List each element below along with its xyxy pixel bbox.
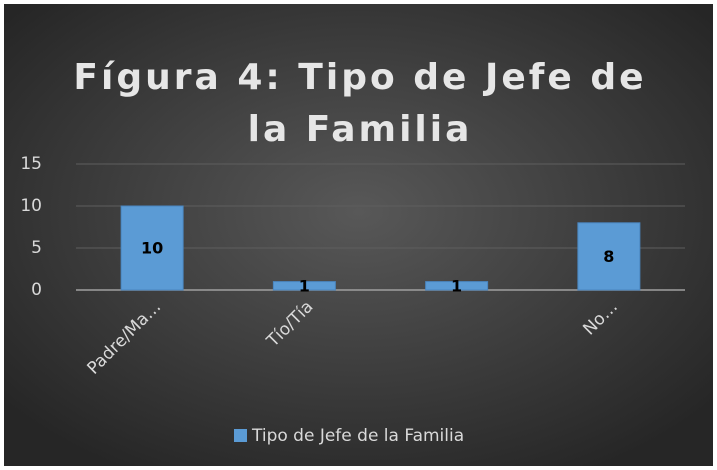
chart-title: Fígura 4: Tipo de Jefe de la Familia xyxy=(73,57,647,150)
y-tick-label: 15 xyxy=(20,154,42,174)
bar xyxy=(425,281,489,291)
y-tick-label: 5 xyxy=(31,238,42,258)
data-label: 10 xyxy=(141,239,163,258)
y-tick-label: 0 xyxy=(31,280,42,300)
data-label: 1 xyxy=(299,276,310,295)
data-label: 8 xyxy=(603,247,614,266)
legend-label: Tipo de Jefe de la Familia xyxy=(251,426,464,446)
y-tick-label: 10 xyxy=(20,196,42,216)
bar xyxy=(120,205,184,291)
bar xyxy=(272,281,336,291)
legend-swatch xyxy=(234,429,247,442)
data-label: 1 xyxy=(451,276,462,295)
bar xyxy=(577,222,641,291)
